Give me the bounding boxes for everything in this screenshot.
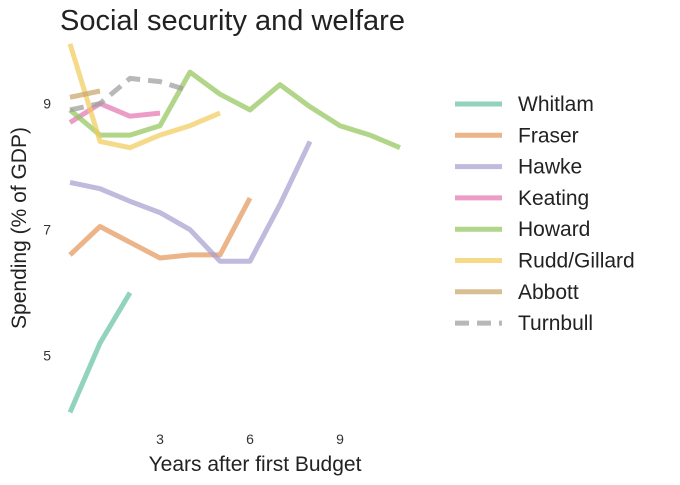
chart-title: Social security and welfare [60,5,405,37]
x-tick-label: 9 [336,431,344,447]
series-line-turnbull [69,75,191,113]
y-axis-ticks: 5 7 9 [43,96,51,364]
plot-area [67,43,401,414]
legend-label: Rudd/Gillard [518,250,635,273]
series-line-keating [68,101,161,125]
x-axis-label: Years after first Budget [149,453,362,476]
legend-label: Turnbull [518,312,593,335]
legend-label: Fraser [518,124,579,147]
series-line-hawke [69,140,313,264]
legend: Whitlam Fraser Hawke Keating Howard Rudd/Gill… [455,93,635,335]
legend-label: Howard [518,218,590,241]
legend-label: Whitlam [518,93,594,116]
y-tick-label: 5 [43,348,51,364]
x-axis-ticks: 3 6 9 [156,431,344,447]
x-tick-label: 6 [246,431,254,447]
legend-label: Abbott [518,281,579,304]
series-line-rudd-gillard [67,43,221,151]
legend-label: Hawke [518,156,582,179]
y-tick-label: 9 [43,96,51,112]
series-line-fraser [68,196,253,261]
legend-label: Keating [518,187,589,210]
series-line-abbott [69,88,101,100]
x-tick-label: 3 [156,431,164,447]
series-line-howard [68,69,401,151]
y-axis-label: Spending (% of GDP) [8,127,31,329]
series-line-whitlam [67,291,133,414]
y-tick-label: 7 [43,222,51,238]
